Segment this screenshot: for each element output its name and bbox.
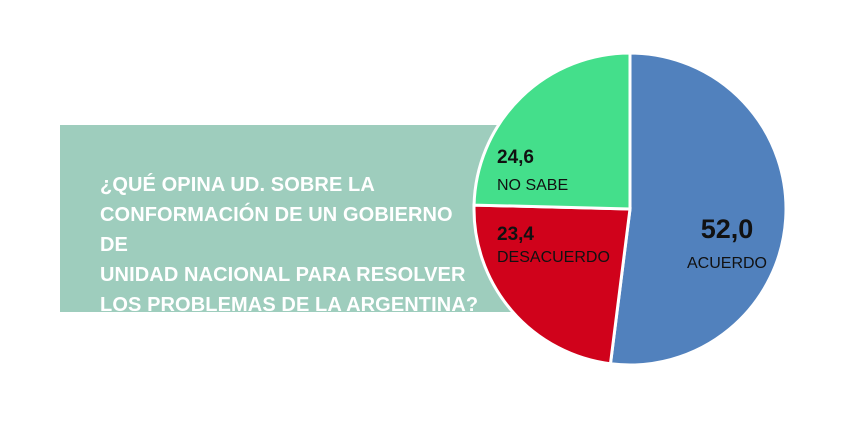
slice-category-label: ACUERDO [687, 255, 767, 272]
slice-value-label: 52,0 [701, 214, 754, 244]
pie-slice-no-sabe [472, 51, 632, 211]
slice-category-label: NO SABE [497, 177, 568, 194]
slice-category-label: DESACUERDO [497, 249, 610, 266]
pie-slice-desacuerdo [472, 203, 632, 366]
chart-title: ¿QUÉ OPINA UD. SOBRE LA CONFORMACIÓN DE … [100, 174, 479, 316]
slice-value-label: 24,6 [497, 147, 534, 168]
question-banner [60, 125, 530, 312]
slice-value-label: 23,4 [497, 224, 534, 245]
pie-slice-acuerdo [608, 51, 788, 367]
